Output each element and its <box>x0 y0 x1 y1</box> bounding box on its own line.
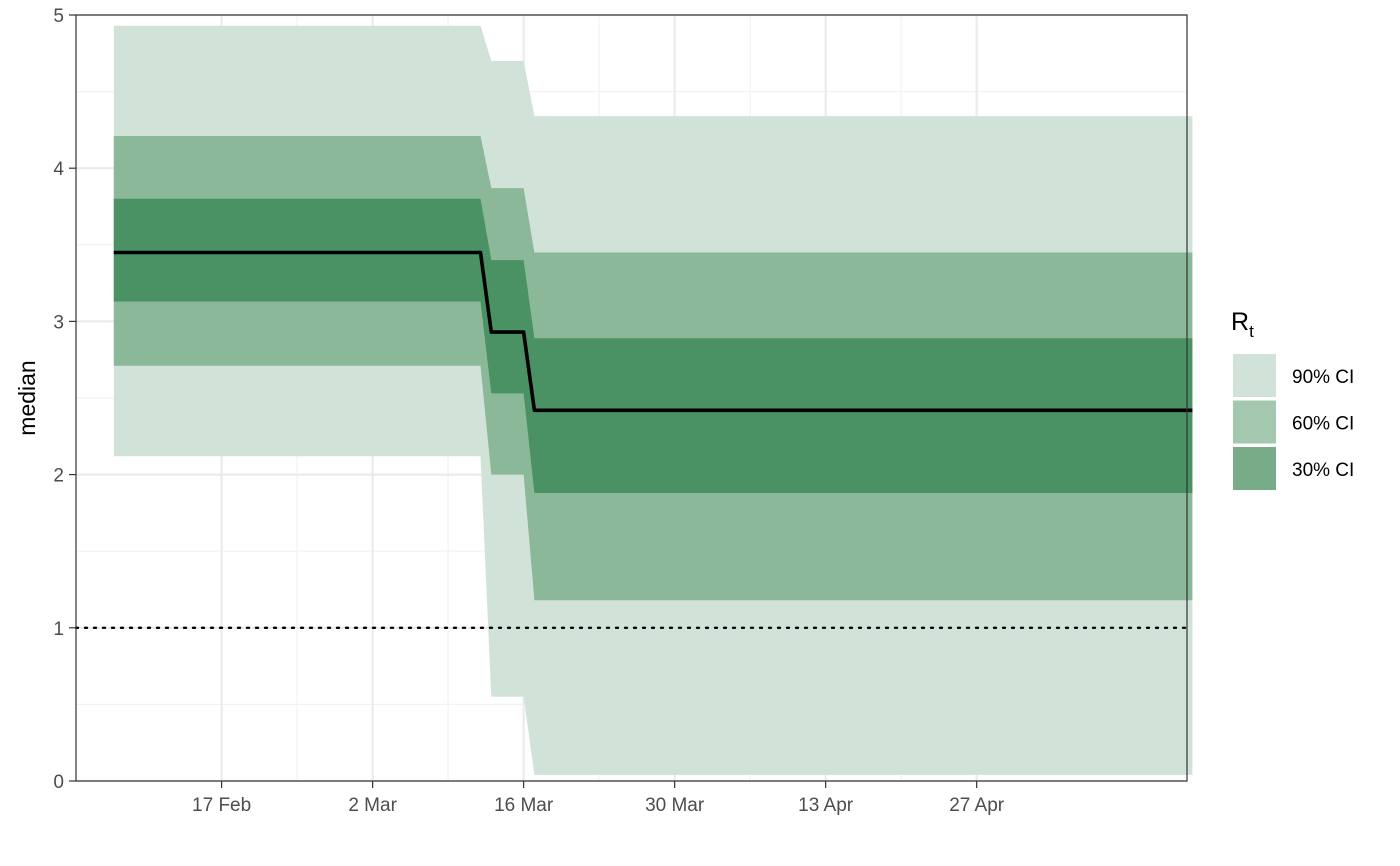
legend-keys: 90% CI 60% CI 30% CI <box>1233 354 1354 490</box>
x-tick-label: 13 Apr <box>798 795 854 816</box>
y-tick-label: 5 <box>53 6 64 27</box>
median-line <box>113 250 1193 413</box>
y-tick-label: 1 <box>53 619 64 640</box>
y-axis-title: median <box>14 360 40 435</box>
plot-panel-border <box>75 14 1188 782</box>
x-tick-label: 2 Mar <box>348 795 397 816</box>
legend: Rt 90% CI 60% CI 30% CI <box>1231 308 1354 490</box>
x-tick-label: 17 Feb <box>192 795 251 816</box>
y-tick-label: 4 <box>53 159 64 180</box>
x-tick-label: 27 Apr <box>949 795 1005 816</box>
median-line-group <box>113 250 1193 413</box>
y-axis: 0 1 2 3 4 5 <box>53 6 76 793</box>
legend-key-swatch <box>1233 400 1276 444</box>
y-tick-label: 2 <box>53 466 64 487</box>
legend-key-label: 60% CI <box>1292 414 1354 435</box>
legend-key-swatch <box>1233 354 1276 397</box>
legend-title: Rt <box>1231 308 1254 341</box>
legend-title-subscript: t <box>1249 322 1254 341</box>
legend-key-swatch <box>1233 447 1276 490</box>
legend-title-main: R <box>1231 308 1249 336</box>
y-tick-label: 3 <box>53 312 64 333</box>
x-axis: 17 Feb 2 Mar 16 Mar 30 Mar 13 Apr 27 Apr <box>192 781 1005 816</box>
legend-key-label: 90% CI <box>1292 367 1354 388</box>
x-tick-label: 16 Mar <box>494 795 554 816</box>
legend-key-label: 30% CI <box>1292 460 1354 481</box>
ribbon-30-ci <box>113 198 1193 494</box>
x-tick-label: 30 Mar <box>645 795 705 816</box>
y-tick-label: 0 <box>53 772 64 793</box>
